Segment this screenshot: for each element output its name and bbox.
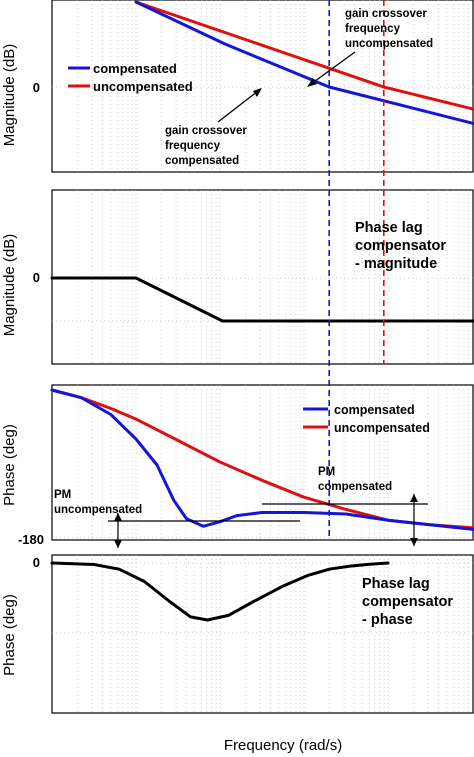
p1-tick-zero: 0 (33, 80, 40, 95)
legend-label-compensated: compensated (93, 61, 177, 76)
legend3-label-compensated: compensated (334, 403, 415, 417)
pm-comp-line2: compensated (318, 481, 392, 493)
p3-ylabel: Phase (deg) (1, 424, 18, 506)
p4-title: Phase lag compensator - phase (362, 576, 453, 628)
p4-title-line3: - phase (362, 612, 413, 628)
annotation-gc-uncomp: gain crossover frequency uncompensated (307, 8, 433, 87)
pm-uncomp-line2: uncompensated (54, 504, 142, 516)
p2-title-line3: - magnitude (355, 256, 437, 272)
series-layer (50, 0, 474, 622)
pm-uncomp-line1: PM (54, 489, 71, 501)
gc-uncomp-line1: gain crossover (345, 8, 427, 20)
gc-comp-arrowhead (253, 88, 262, 97)
panel-frame-4 (51, 554, 474, 714)
p4-title-line1: Phase lag (362, 576, 430, 592)
gc-uncomp-arrow (310, 51, 356, 85)
pm-comp-annotation: PM compensated (262, 466, 428, 546)
gc-uncomp-line2: frequency (345, 23, 401, 35)
pm-uncomp-annotation: PM uncompensated (54, 489, 300, 548)
p3-tick-m180: -180 (18, 532, 44, 547)
p4-tick-zero: 0 (33, 555, 40, 570)
gc-uncomp-line3: uncompensated (345, 38, 433, 50)
panel-frame-3 (51, 384, 474, 541)
gc-uncomp-arrowhead (307, 78, 317, 87)
p2-ylabel: Magnitude (dB) (1, 234, 18, 337)
p4-series-compensator-phase (50, 561, 390, 622)
p2-title: Phase lag compensator - magnitude (355, 220, 446, 272)
x-axis-label: Frequency (rad/s) (224, 737, 342, 754)
annotation-gc-comp: gain crossover frequency compensated (165, 88, 262, 167)
p2-title-line2: compensator (355, 238, 446, 254)
p2-tick-zero: 0 (33, 270, 40, 285)
pm-uncomp-arrow-down (114, 540, 122, 548)
p2-series-compensator-magnitude (50, 276, 474, 323)
p1-ylabel: Magnitude (dB) (1, 44, 18, 147)
p2-title-line1: Phase lag (355, 220, 423, 236)
pm-comp-arrow-down (410, 538, 418, 546)
legend-top: compensated uncompensated (68, 61, 193, 94)
gc-comp-line2: frequency (165, 140, 221, 152)
p3-series-compensated (50, 388, 474, 531)
p4-title-line2: compensator (362, 594, 453, 610)
pm-comp-arrow-up (410, 494, 418, 502)
gc-comp-arrow (217, 90, 259, 123)
legend3-label-uncompensated: uncompensated (334, 421, 430, 435)
p4-ylabel: Phase (deg) (1, 594, 18, 676)
p1-series-compensated (134, 0, 474, 126)
p1-series-uncompensated (134, 0, 474, 111)
panel-frame-1 (51, 0, 474, 173)
legend-phase: compensated uncompensated (303, 403, 430, 435)
pm-comp-line1: PM (318, 466, 335, 478)
gc-comp-line3: compensated (165, 155, 239, 167)
legend-label-uncompensated: uncompensated (93, 79, 193, 94)
gc-comp-line1: gain crossover (165, 125, 247, 137)
grid-lines (52, 0, 473, 713)
pm-uncomp-arrow-up (114, 513, 122, 521)
